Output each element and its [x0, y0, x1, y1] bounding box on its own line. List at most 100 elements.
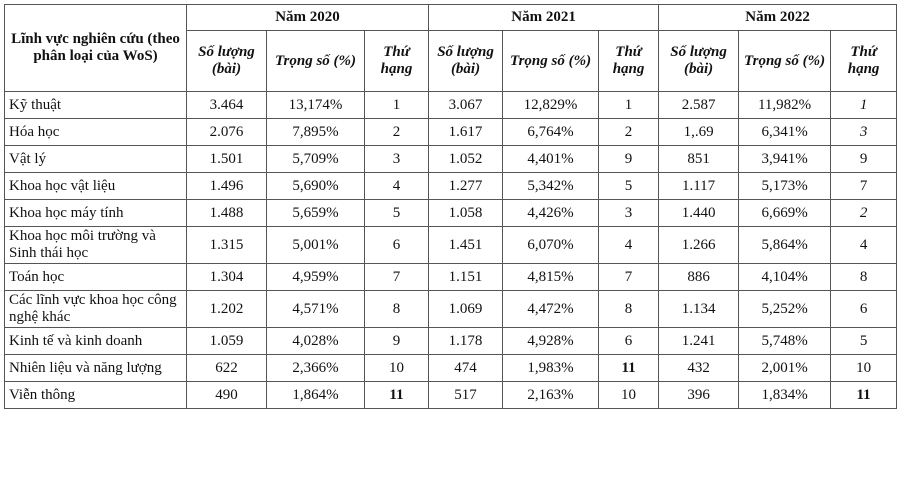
table-row: Toán học 1.304 4,959% 7 1.151 4,815% 7 886 4,104… [4, 263, 898, 291]
field-name: Kinh tế và kinh doanh [4, 327, 187, 355]
field-header: Lĩnh vực nghiên cứu (theo phân loại của … [4, 4, 187, 92]
cell: 1.241 [658, 327, 740, 355]
field-name: Vật lý [4, 145, 187, 173]
cell: 1.069 [428, 290, 504, 328]
cell: 1.440 [658, 199, 740, 227]
cell: 1.277 [428, 172, 504, 200]
cell: 1,983% [502, 354, 600, 382]
cell: 1.304 [186, 263, 267, 291]
cell: 1.052 [428, 145, 504, 173]
cell: 11 [830, 381, 898, 409]
cell: 517 [428, 381, 504, 409]
cell: 1,834% [738, 381, 832, 409]
cell: 5,252% [738, 290, 832, 328]
field-name: Toán học [4, 263, 187, 291]
cell: 5,709% [266, 145, 365, 173]
cell: 10 [830, 354, 898, 382]
cell: 1.617 [428, 118, 504, 146]
table-row: Khoa học máy tính 1.488 5,659% 5 1.058 4,426%… [4, 199, 898, 227]
field-name: Kỹ thuật [4, 91, 187, 119]
cell: 1.451 [428, 226, 504, 264]
cell: 490 [186, 381, 267, 409]
cell: 5 [830, 327, 898, 355]
cell: 1.501 [186, 145, 267, 173]
cell: 11 [363, 381, 430, 409]
year-header: Năm 2020 [185, 4, 430, 31]
cell: 4,959% [266, 263, 365, 291]
subheader-row: Số lượng (bài) Trọng số (%) Thứ hạng Số lượ… [5, 30, 898, 92]
column-header: Trọng số (%) [266, 30, 365, 92]
table-row: Nhiên liệu và năng lượng 622 2,366% 10 474 1,… [4, 354, 898, 382]
cell: 6 [598, 327, 660, 355]
cell: 3 [830, 118, 898, 146]
cell: 3.067 [428, 91, 504, 119]
field-name: Khoa học môi trường và Sinh thái học [4, 226, 187, 264]
field-name: Hóa học [4, 118, 187, 146]
column-header: Thứ hạng [363, 30, 430, 92]
column-header: Thứ hạng [830, 30, 898, 92]
field-name: Viễn thông [4, 381, 187, 409]
cell: 2,163% [502, 381, 600, 409]
page: Lĩnh vực nghiên cứu (theo phân loại của … [0, 4, 900, 482]
cell: 1.496 [186, 172, 267, 200]
header-row: Lĩnh vực nghiên cứu (theo phân loại của … [4, 4, 898, 92]
data-table: Lĩnh vực nghiên cứu (theo phân loại của … [4, 4, 898, 409]
cell: 3,941% [738, 145, 832, 173]
cell: 7 [830, 172, 898, 200]
cell: 5,001% [266, 226, 365, 264]
cell: 4,472% [502, 290, 600, 328]
cell: 2.076 [186, 118, 267, 146]
cell: 10 [598, 381, 660, 409]
cell: 1.059 [186, 327, 267, 355]
cell: 886 [658, 263, 740, 291]
cell: 4 [830, 226, 898, 264]
cell: 6,764% [502, 118, 600, 146]
cell: 6,341% [738, 118, 832, 146]
cell: 4 [363, 172, 430, 200]
cell: 3 [598, 199, 660, 227]
table-row: Các lĩnh vực khoa học công nghệ khác 1.20… [4, 290, 898, 328]
cell: 6,669% [738, 199, 832, 227]
table-row: Khoa học môi trường và Sinh thái học 1.31… [4, 226, 898, 264]
cell: 4,815% [502, 263, 600, 291]
cell: 9 [363, 327, 430, 355]
year-header: Năm 2022 [658, 4, 898, 31]
table-row: Kinh tế và kinh doanh 1.059 4,028% 9 1.178 4,… [4, 327, 898, 355]
field-name: Nhiên liệu và năng lượng [4, 354, 187, 382]
cell: 1.151 [428, 263, 504, 291]
cell: 1,864% [266, 381, 365, 409]
cell: 1.117 [658, 172, 740, 200]
field-name: Khoa học máy tính [4, 199, 187, 227]
cell: 1.202 [186, 290, 267, 328]
cell: 7,895% [266, 118, 365, 146]
column-header: Thứ hạng [598, 30, 660, 92]
cell: 5 [363, 199, 430, 227]
cell: 1.178 [428, 327, 504, 355]
table-row: Viễn thông 490 1,864% 11 517 2,163% 10 396 1,834… [4, 381, 898, 409]
cell: 1 [598, 91, 660, 119]
cell: 622 [186, 354, 267, 382]
cell: 7 [598, 263, 660, 291]
cell: 5,864% [738, 226, 832, 264]
cell: 1.315 [186, 226, 267, 264]
cell: 2 [830, 199, 898, 227]
column-header: Số lượng (bài) [186, 30, 267, 92]
table-body: Kỹ thuật 3.464 13,174% 1 3.067 12,829% 1 2.587 1… [4, 91, 898, 409]
cell: 4,104% [738, 263, 832, 291]
cell: 7 [363, 263, 430, 291]
cell: 1.266 [658, 226, 740, 264]
cell: 4,571% [266, 290, 365, 328]
field-name: Khoa học vật liệu [4, 172, 187, 200]
cell: 1.488 [186, 199, 267, 227]
cell: 5,690% [266, 172, 365, 200]
field-name: Các lĩnh vực khoa học công nghệ khác [4, 290, 187, 328]
cell: 1.134 [658, 290, 740, 328]
cell: 8 [830, 263, 898, 291]
cell: 4,028% [266, 327, 365, 355]
cell: 9 [598, 145, 660, 173]
year-header: Năm 2021 [428, 4, 660, 31]
table-row: Hóa học 2.076 7,895% 2 1.617 6,764% 2 1,.69 6,34… [4, 118, 898, 146]
cell: 4 [598, 226, 660, 264]
cell: 5,659% [266, 199, 365, 227]
cell: 2 [598, 118, 660, 146]
